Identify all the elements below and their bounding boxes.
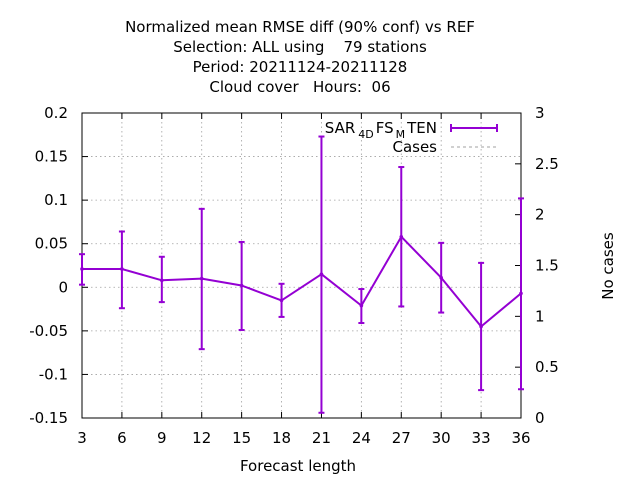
data-point (479, 324, 483, 329)
y2-tick-label: 1 (535, 307, 545, 325)
data-point (519, 291, 523, 296)
title-line-1: Normalized mean RMSE diff (90% conf) vs … (125, 18, 475, 36)
data-point (279, 298, 284, 303)
x-tick-labels: 3 6 9 12 15 18 21 24 27 30 33 36 (77, 429, 530, 447)
y-tick-labels: 0.2 0.15 0.1 0.05 0 -0.05 -0.1 -0.15 (29, 104, 68, 427)
title-line-4: Cloud cover Hours: 06 (209, 78, 390, 96)
chart-title: Normalized mean RMSE diff (90% conf) vs … (125, 18, 475, 96)
y2-tick-label: 3 (535, 104, 545, 122)
data-point (319, 272, 324, 277)
x-tick-label: 9 (157, 429, 167, 447)
y-tick-label: -0.15 (29, 409, 68, 427)
y2-tick-label: 0.5 (535, 358, 559, 376)
plot-frame (81, 112, 522, 419)
title-line-2: Selection: ALL using 79 stations (173, 38, 427, 56)
y-tick-label: 0.05 (35, 235, 68, 253)
y2-tick-label: 2.5 (535, 155, 559, 173)
y2-tick-labels: 3 2.5 2 1.5 1 0.5 0 (535, 104, 559, 427)
tick-marks (81, 112, 522, 419)
data-point (239, 283, 244, 288)
data-point (199, 276, 204, 281)
grid (82, 113, 521, 418)
y2-axis-label: No cases (599, 232, 617, 300)
x-tick-label: 18 (272, 429, 291, 447)
legend-label-sar: SAR 4D FS M TEN (325, 119, 437, 141)
x-tick-label: 21 (312, 429, 331, 447)
x-tick-label: 36 (511, 429, 530, 447)
y-tick-label: -0.1 (39, 365, 68, 383)
title-line-3: Period: 20211124-20211128 (193, 58, 408, 76)
series-line (82, 235, 522, 328)
data-point (160, 278, 164, 283)
series-sar (79, 135, 524, 414)
y2-tick-label: 1.5 (535, 257, 559, 275)
x-tick-label: 12 (192, 429, 211, 447)
data-point (439, 275, 443, 280)
y-tick-label: 0.2 (44, 104, 68, 122)
x-tick-label: 27 (392, 429, 411, 447)
x-tick-label: 6 (117, 429, 127, 447)
y-tick-label: 0.15 (35, 148, 68, 166)
y2-tick-label: 0 (535, 409, 545, 427)
data-point (120, 267, 124, 271)
y-tick-label: 0.1 (44, 191, 68, 209)
data-point (399, 234, 404, 239)
x-tick-label: 15 (232, 429, 251, 447)
x-tick-label: 3 (77, 429, 87, 447)
x-tick-label: 33 (472, 429, 491, 447)
y-tick-label: -0.05 (29, 322, 68, 340)
y2-tick-label: 2 (535, 206, 545, 224)
legend-label-cases: Cases (392, 138, 437, 156)
x-tick-label: 30 (432, 429, 451, 447)
data-point (359, 303, 364, 308)
x-tick-label: 24 (352, 429, 371, 447)
data-point (80, 267, 84, 271)
x-axis-label: Forecast length (240, 457, 356, 475)
y-tick-label: 0 (58, 278, 68, 296)
